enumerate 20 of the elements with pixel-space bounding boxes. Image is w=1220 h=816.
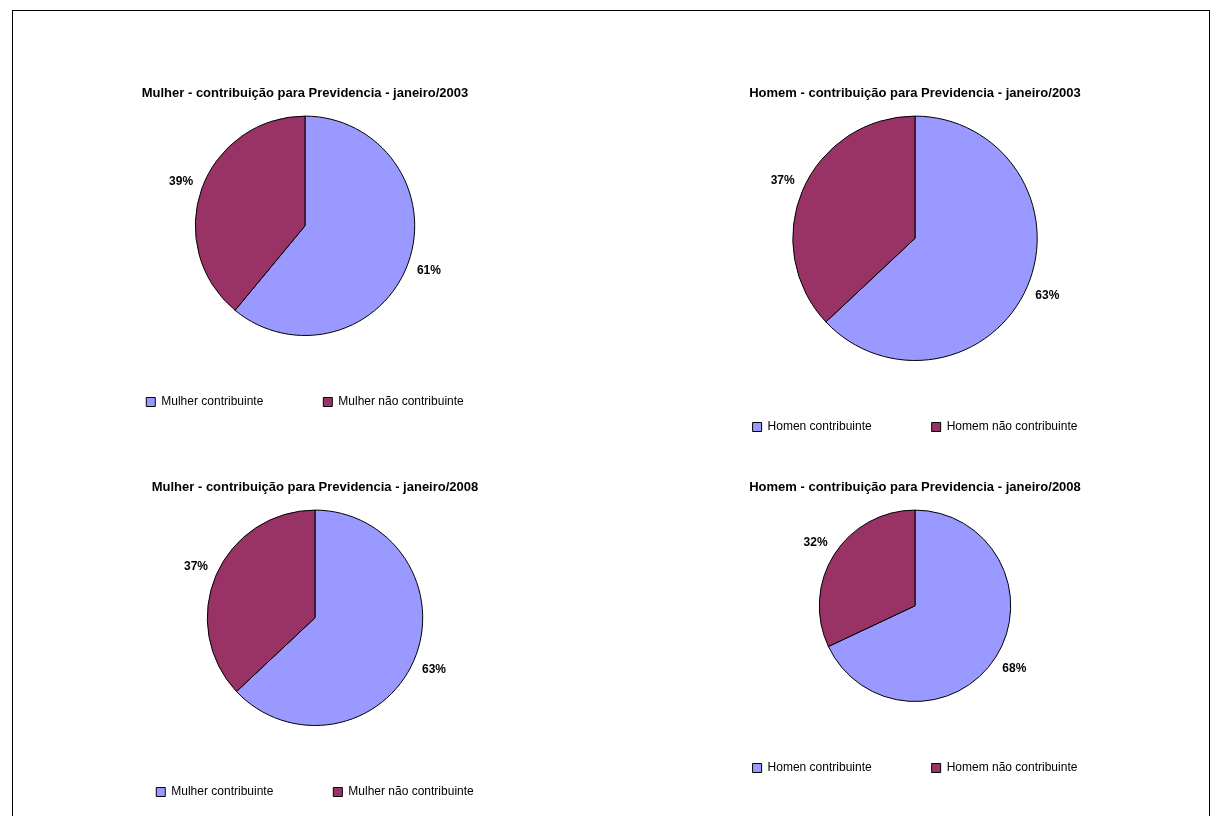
chart-title: Homem - contribuição para Previdencia - janeiro/2008 <box>749 479 1081 495</box>
legend-label: Homem não contribuinte <box>946 760 1078 775</box>
data-label: 37% <box>770 173 795 188</box>
data-label: 32% <box>803 535 828 550</box>
data-label: 37% <box>183 558 209 573</box>
data-label: 63% <box>1035 287 1060 302</box>
legend-label: Homen contribuinte <box>767 760 872 775</box>
legend-label: Mulher não contribuinte <box>338 394 465 409</box>
data-label: 61% <box>416 262 442 277</box>
legend-label: Mulher não contribuinte <box>348 784 475 799</box>
legend-label: Mulher contribuinte <box>161 394 264 409</box>
legend-label: Homem não contribuinte <box>946 419 1078 434</box>
legend-label: Homen contribuinte <box>767 419 872 434</box>
data-label: 68% <box>1002 661 1027 676</box>
legend-label: Mulher contribuinte <box>171 784 274 799</box>
data-label: 63% <box>422 661 447 676</box>
data-label: 39% <box>169 173 194 188</box>
chart-title: Mulher - contribuição para Previdencia - janeiro/2003 <box>141 85 469 101</box>
chart-title: Mulher - contribuição para Previdencia - janeiro/2008 <box>151 479 479 495</box>
chart-title: Homem - contribuição para Previdencia - janeiro/2003 <box>749 85 1081 101</box>
